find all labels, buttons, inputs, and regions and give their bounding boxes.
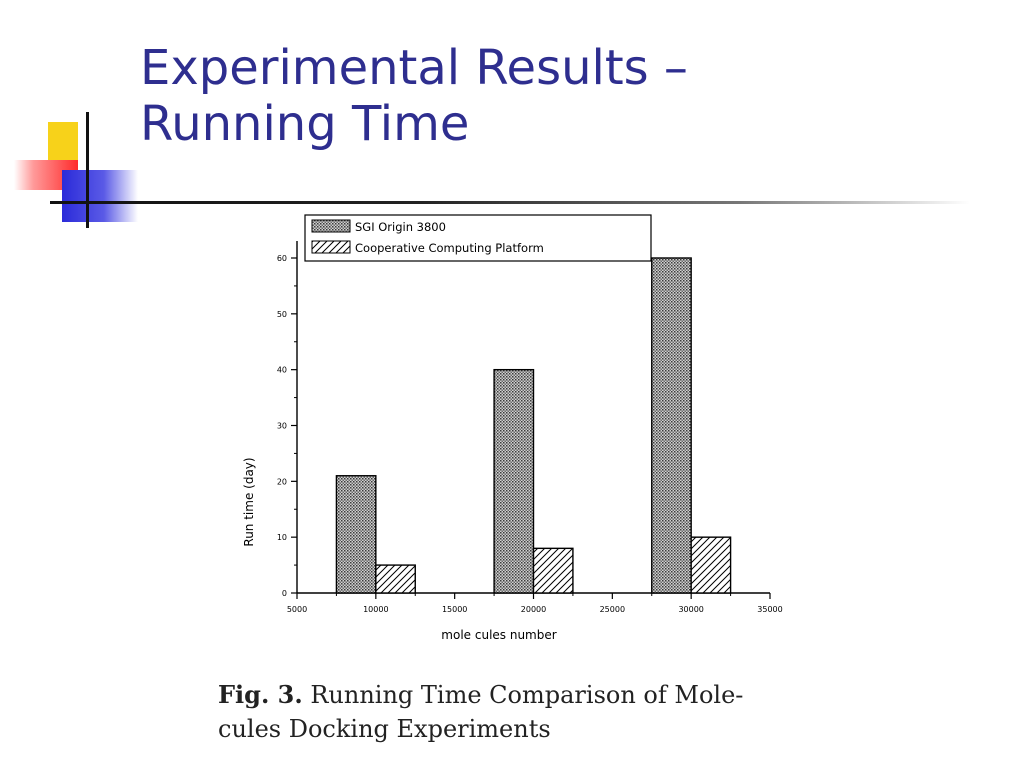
legend-box — [304, 214, 652, 262]
y-tick-label: 20 — [277, 477, 287, 486]
decor-vertical-line — [86, 112, 89, 228]
decor-blue-square — [62, 170, 138, 222]
legend-swatch-sgi — [311, 219, 351, 233]
caption-label: Fig. 3. — [218, 680, 303, 709]
legend-label-cooperative: Cooperative Computing Platform — [355, 241, 544, 255]
y-tick-label: 10 — [277, 533, 287, 542]
bar-cooperative — [375, 564, 416, 594]
running-time-chart: SGI Origin 3800 Cooperative Computing Pl… — [242, 214, 783, 642]
y-tick-label: 0 — [282, 589, 287, 598]
figure-caption: Fig. 3. Running Time Comparison of Mole-… — [218, 678, 818, 746]
legend-label-sgi: SGI Origin 3800 — [355, 220, 446, 234]
slide-title: Experimental Results – Running Time — [140, 40, 688, 152]
slide-title-line1: Experimental Results – — [140, 40, 688, 96]
x-tick-label: 10000 — [363, 605, 388, 614]
caption-text-line2: cules Docking Experiments — [218, 715, 551, 743]
y-axis-label: Run time (day) — [242, 457, 256, 546]
x-tick-label: 35000 — [757, 605, 782, 614]
x-tick-label: 30000 — [678, 605, 703, 614]
x-axis-label: mole cules number — [441, 628, 556, 642]
bar-cooperative — [532, 547, 574, 594]
decor-yellow-square — [48, 122, 78, 164]
legend: SGI Origin 3800 Cooperative Computing Pl… — [304, 214, 652, 262]
bar-sgi-origin — [651, 257, 692, 594]
bar-sgi-origin — [335, 475, 377, 594]
x-tick-label: 15000 — [442, 605, 467, 614]
y-tick-label: 50 — [277, 310, 287, 319]
y-tick-label: 60 — [277, 254, 287, 263]
y-tick-label: 30 — [277, 422, 287, 431]
x-tick-label: 5000 — [287, 605, 307, 614]
title-underline — [50, 201, 970, 204]
x-tick-label: 25000 — [600, 605, 625, 614]
x-tick-label: 20000 — [521, 605, 546, 614]
slide-title-line2: Running Time — [140, 96, 470, 152]
plot-area: 0 10 20 30 40 50 60 5000 10000 15000 20000 25000 300… — [277, 241, 783, 614]
legend-swatch-cooperative — [311, 240, 351, 254]
bar-sgi-origin — [493, 368, 535, 594]
caption-text: Running Time Comparison of Mole- — [302, 681, 744, 709]
bar-cooperative — [690, 536, 732, 594]
y-tick-label: 40 — [277, 366, 287, 375]
